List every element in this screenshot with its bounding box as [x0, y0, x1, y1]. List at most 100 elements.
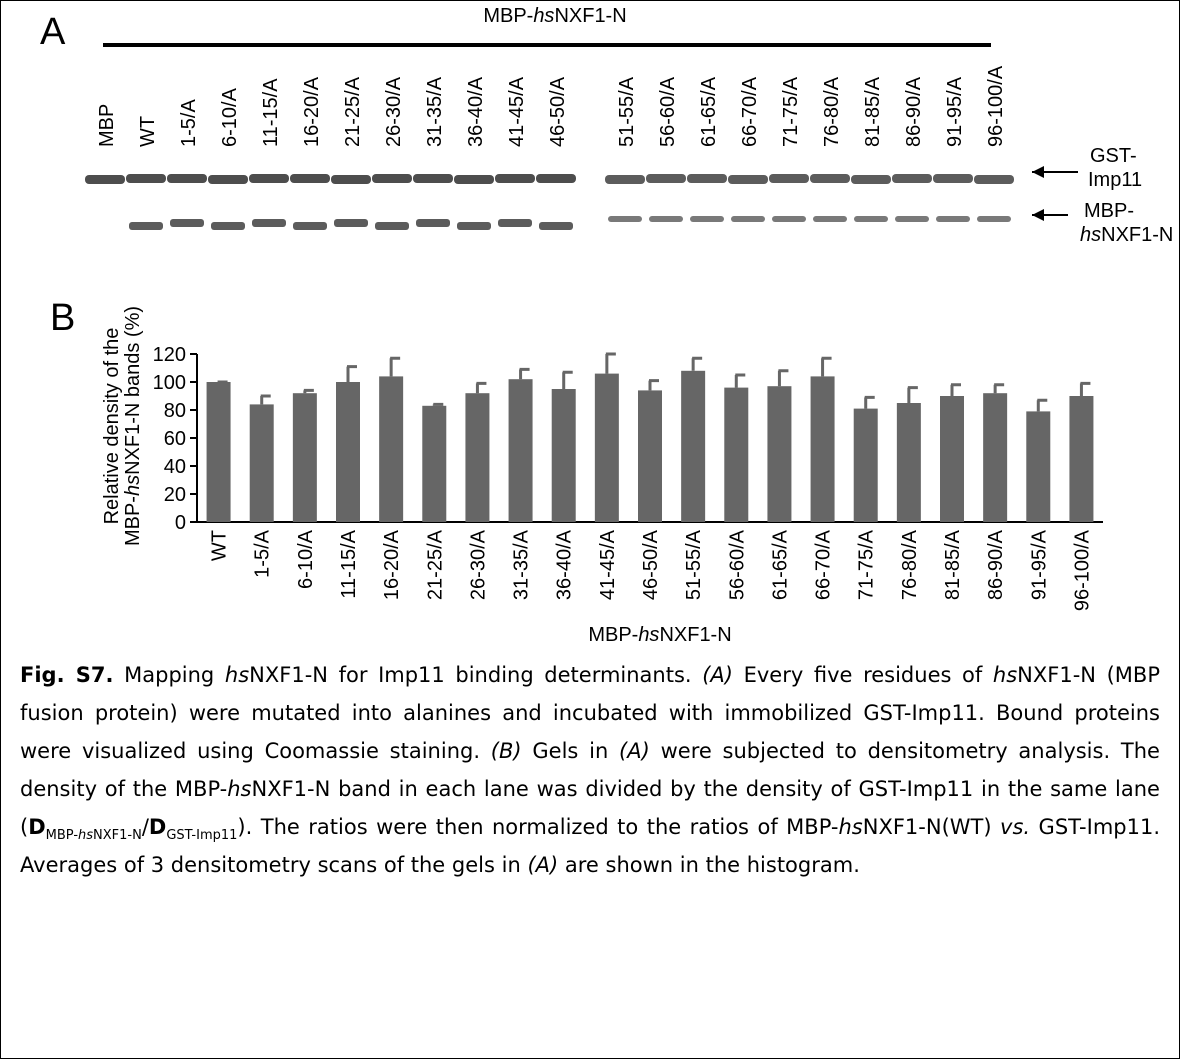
- bar: [681, 371, 705, 522]
- bar: [379, 376, 403, 522]
- text-run: Mapping: [114, 663, 225, 687]
- text-run: NXF1-N: [93, 828, 142, 843]
- arrow-head: [1032, 209, 1044, 221]
- bar: [552, 389, 576, 522]
- lane-label: WT: [137, 116, 159, 147]
- lane-label: 6-10/A: [219, 87, 241, 147]
- y-tick-label: 120: [153, 344, 186, 366]
- text-run: (A): [702, 663, 733, 687]
- text-run: hs: [993, 663, 1017, 687]
- x-tick-label: 76-80/A: [899, 529, 921, 600]
- bar: [595, 374, 619, 522]
- y-tick-label: 20: [164, 484, 186, 506]
- y-axis-label: Relative density of the: [101, 328, 123, 525]
- band-label: Imp11: [1088, 169, 1142, 191]
- x-tick-label: 86-90/A: [985, 529, 1007, 600]
- gel-band: [813, 216, 847, 222]
- bar: [1069, 396, 1093, 522]
- error-bar: [649, 381, 659, 391]
- error-bar: [692, 358, 702, 371]
- bar: [983, 393, 1007, 522]
- error-bar: [476, 383, 486, 393]
- text-run: Gels in: [522, 739, 619, 763]
- x-tick-label: 81-85/A: [942, 529, 964, 600]
- text-run: hs: [78, 828, 93, 843]
- text-run: NXF1-N: [1101, 224, 1173, 246]
- text-run: (B): [491, 739, 522, 763]
- text-run: ). The ratios were then normalized to th…: [237, 815, 838, 839]
- gel-band: [413, 174, 453, 183]
- bar: [638, 390, 662, 522]
- error-bar: [606, 354, 616, 374]
- gel-band: [936, 216, 970, 222]
- band-label: MBP-: [1084, 200, 1134, 222]
- gel-band: [772, 216, 806, 222]
- lane-label: 56-60/A: [657, 76, 679, 147]
- gel-band: [498, 219, 532, 227]
- text-run: MBP-: [122, 496, 144, 546]
- gel-band: [895, 216, 929, 222]
- gel-band: [854, 216, 888, 222]
- gel-band: [977, 216, 1011, 222]
- gel-band: [129, 222, 163, 230]
- gel-band: [769, 174, 809, 183]
- text-run: NXF1-N: [554, 5, 626, 27]
- gel-band: [892, 174, 932, 183]
- lane-label: 11-15/A: [260, 78, 282, 147]
- lane-label: 26-30/A: [383, 76, 405, 147]
- gel-band: [372, 174, 412, 183]
- bar: [854, 409, 878, 522]
- bar: [207, 382, 231, 522]
- text-run: D: [28, 815, 45, 839]
- band-label: hsNXF1-N: [1080, 224, 1173, 246]
- bar: [293, 393, 317, 522]
- bar: [465, 393, 489, 522]
- bar: [811, 376, 835, 522]
- gel-band: [649, 216, 683, 222]
- text-run: hs: [227, 777, 251, 801]
- x-tick-label: 91-95/A: [1028, 529, 1050, 600]
- error-bar: [994, 385, 1004, 393]
- text-run: hs: [533, 5, 554, 27]
- x-tick-label: 96-100/A: [1071, 529, 1093, 611]
- text-run: hs: [225, 663, 249, 687]
- y-tick-label: 100: [153, 372, 186, 394]
- bar: [250, 404, 274, 522]
- gel-band: [851, 175, 891, 184]
- bar: [1026, 411, 1050, 522]
- gel-band: [85, 175, 125, 184]
- bar: [940, 396, 964, 522]
- lane-label: 71-75/A: [780, 76, 802, 147]
- text-run: NXF1-N bands (%): [122, 306, 144, 475]
- gel-band: [249, 174, 289, 183]
- x-tick-label: 21-25/A: [424, 529, 446, 600]
- bar: [509, 379, 533, 522]
- y-axis-label: MBP-hsNXF1-N bands (%): [122, 306, 144, 546]
- text-run: Every five residues of: [733, 663, 993, 687]
- text-run: are shown in the histogram.: [558, 853, 860, 877]
- gel-band: [454, 175, 494, 184]
- gel-band: [810, 174, 850, 183]
- bar: [897, 403, 921, 522]
- gel-band: [293, 222, 327, 230]
- text-run: MBP-: [483, 5, 533, 27]
- lane-label: 66-70/A: [739, 76, 761, 147]
- lane-label: 41-45/A: [506, 76, 528, 147]
- x-tick-label: 66-70/A: [813, 529, 835, 600]
- error-bar: [951, 385, 961, 396]
- gel-band: [167, 174, 207, 183]
- gel-band: [416, 219, 450, 227]
- text-run: hs: [838, 815, 862, 839]
- gel-band: [457, 222, 491, 230]
- error-bar: [563, 372, 573, 389]
- gel-band: [731, 216, 765, 222]
- x-tick-label: 56-60/A: [726, 529, 748, 600]
- error-bar: [1080, 383, 1090, 396]
- gel-band: [290, 174, 330, 183]
- x-tick-label: 26-30/A: [467, 529, 489, 600]
- text-run: NXF1-N: [659, 624, 731, 646]
- band-label: GST-: [1090, 145, 1137, 167]
- text-run: D: [149, 815, 166, 839]
- gel-band: [646, 174, 686, 183]
- error-bar: [908, 388, 918, 403]
